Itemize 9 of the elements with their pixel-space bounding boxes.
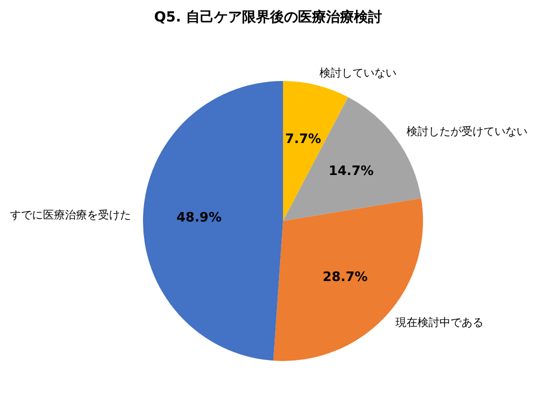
data-label: 28.7% [322,270,368,285]
slice-label: すでに医療治療を受けた [10,208,132,222]
data-label: 7.7% [285,132,322,147]
chart-title: Q5. 自己ケア限界後の医療治療検討 [154,8,382,26]
data-label: 48.9% [176,210,222,226]
slice-label: 現在検討中である [395,316,484,330]
slice-label: 検討したが受けていない [406,124,528,138]
slice-label: 検討していない [319,66,396,80]
data-label: 14.7% [328,164,374,180]
